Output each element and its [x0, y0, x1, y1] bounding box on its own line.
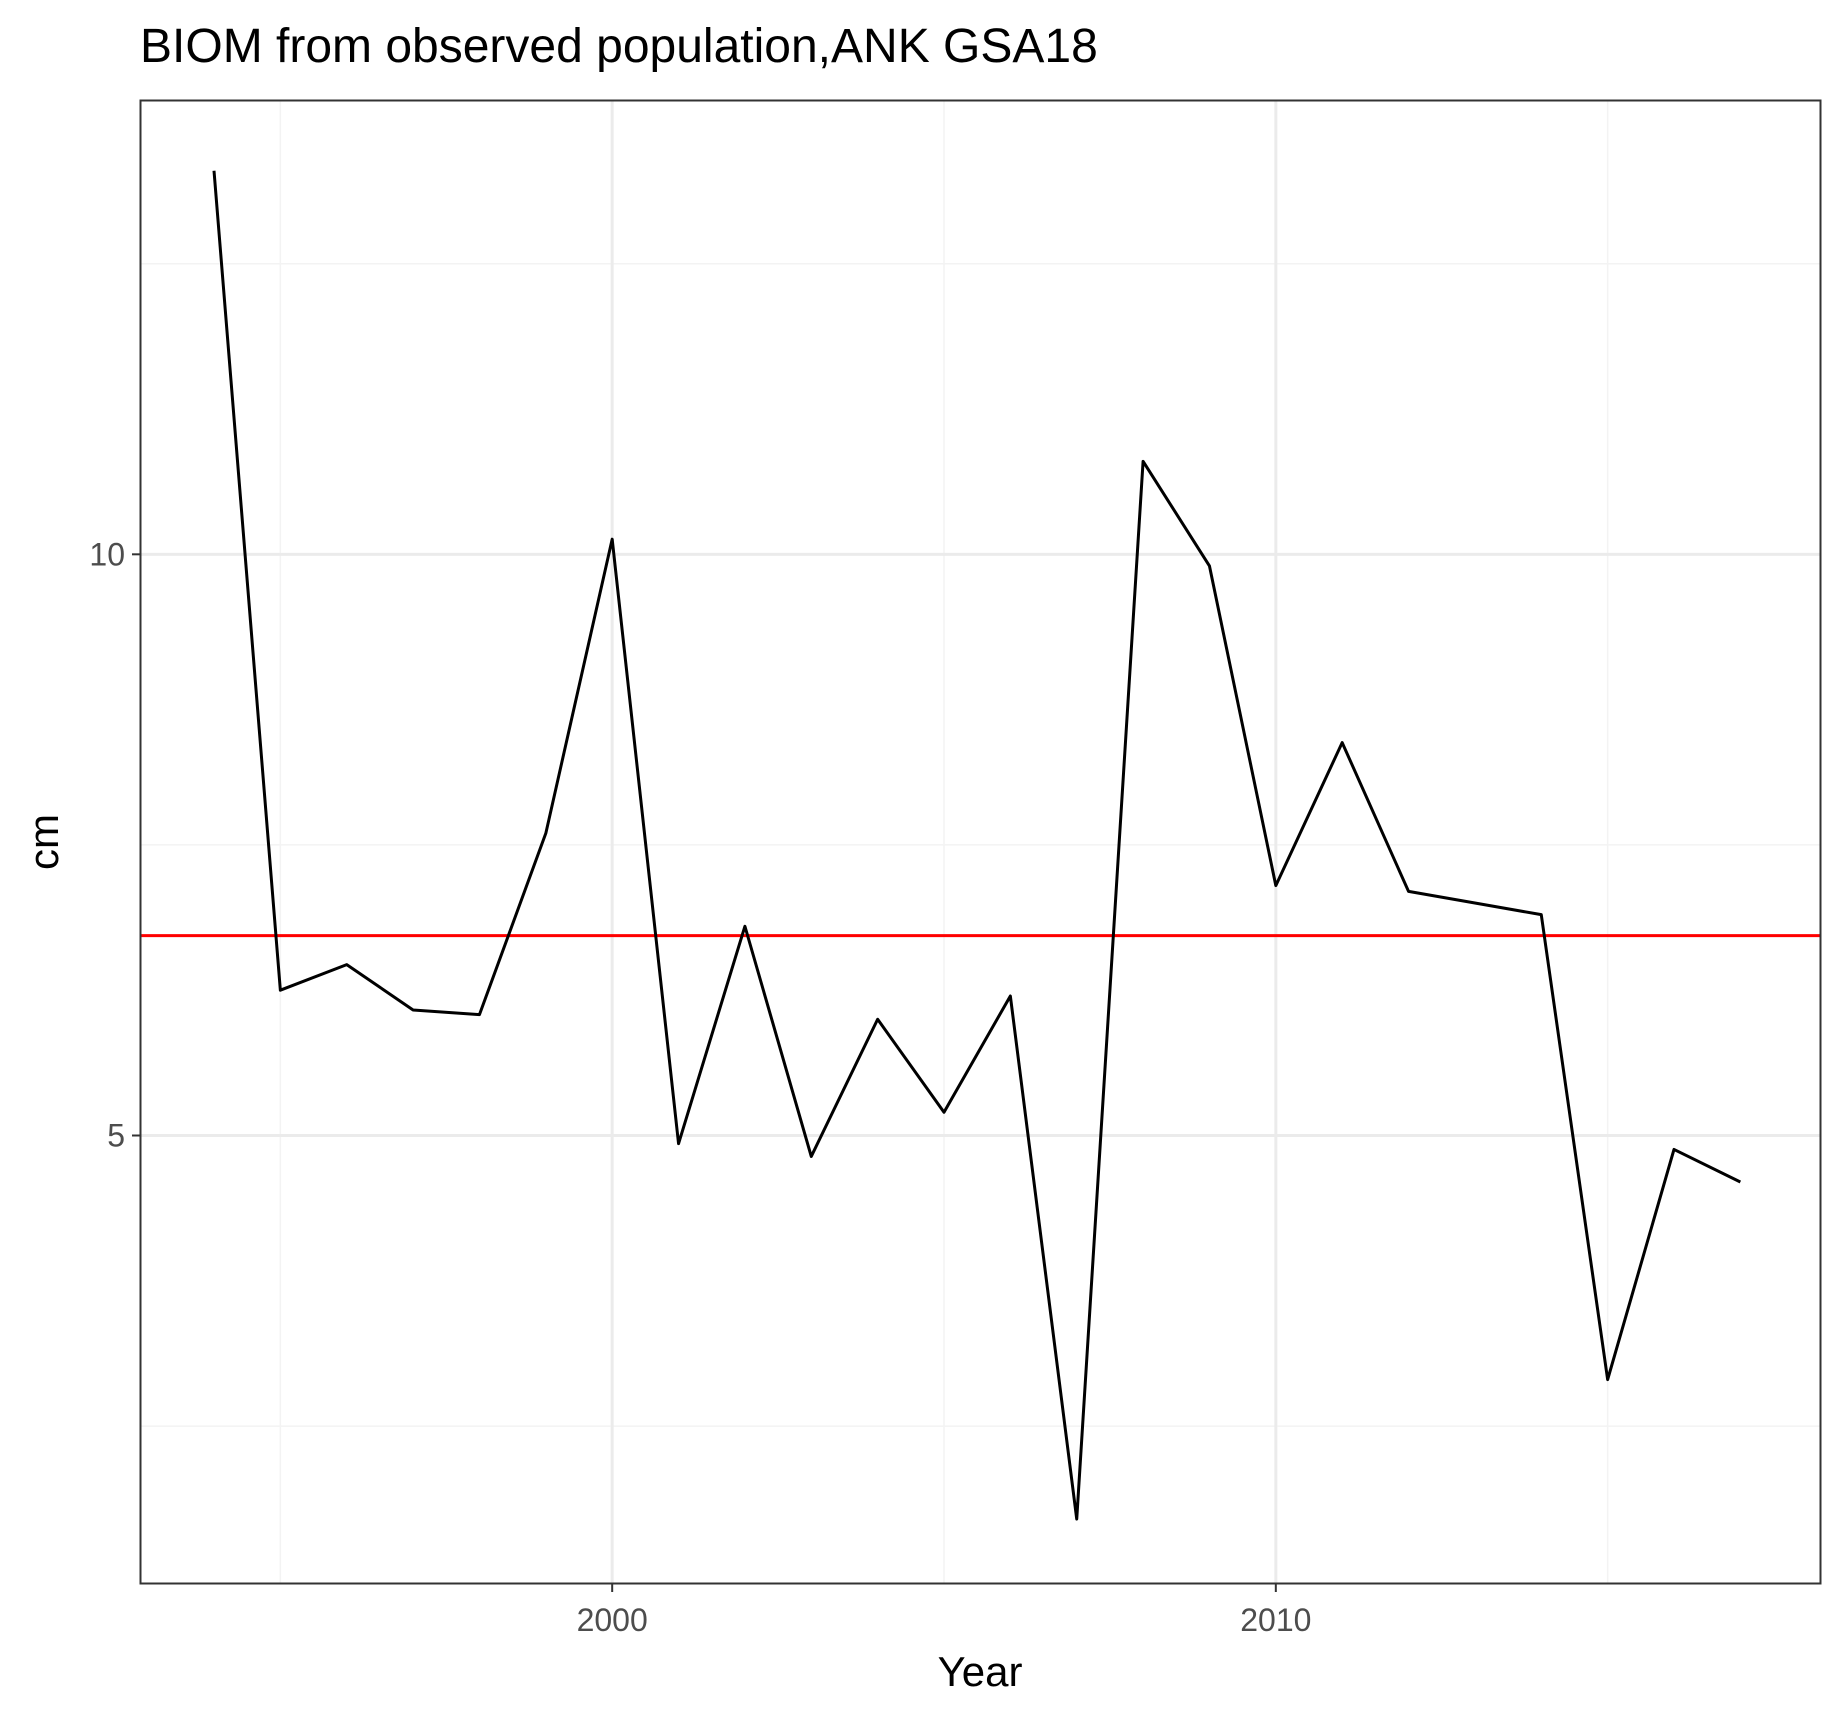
series-line	[212, 170, 1742, 1521]
y-tick-label: 10	[89, 536, 125, 572]
x-axis-title: Year	[938, 1648, 1023, 1695]
y-axis-ticks: 5 10	[89, 536, 141, 1153]
series-group	[212, 170, 1742, 1521]
y-axis-title: cm	[20, 814, 67, 870]
x-tick-label: 2000	[577, 1602, 648, 1638]
y-tick-label: 5	[107, 1117, 125, 1153]
minor-gridlines	[141, 101, 1820, 1583]
x-tick-label: 2010	[1240, 1602, 1311, 1638]
major-gridlines	[141, 101, 1820, 1583]
x-axis-ticks: 2000 2010	[577, 1583, 1311, 1638]
chart-title: BIOM from observed population,ANK GSA18	[140, 20, 1098, 73]
panel-border	[139, 99, 1822, 1585]
